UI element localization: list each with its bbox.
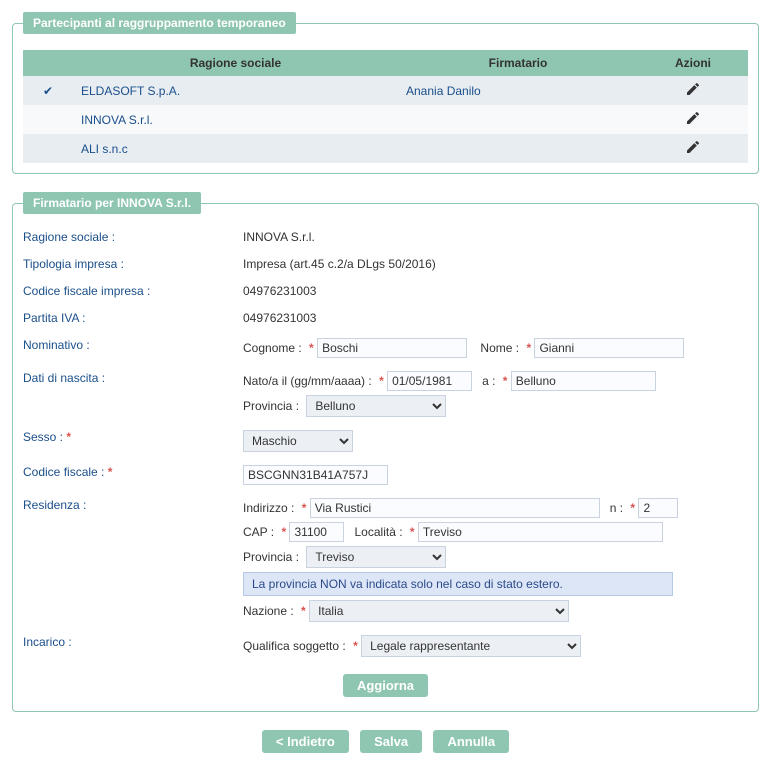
edit-icon[interactable]: [685, 110, 701, 129]
col-ragione: Ragione sociale: [73, 50, 398, 76]
firmatario-legend: Firmatario per INNOVA S.r.l.: [23, 192, 201, 214]
label-nascita: Dati di nascita :: [23, 371, 243, 417]
info-provincia: La provincia NON va indicata solo nel ca…: [243, 572, 673, 596]
row-check: [23, 105, 73, 134]
row-firmatario: [398, 134, 638, 163]
label-nato: Nato/a il (gg/mm/aaaa) :: [243, 374, 372, 388]
row-action[interactable]: [638, 134, 748, 163]
value-ragione-sociale: INNOVA S.r.l.: [243, 230, 748, 244]
label-nazione: Nazione :: [243, 604, 294, 618]
req-asterisk: *: [526, 341, 531, 355]
req-asterisk: *: [379, 374, 384, 388]
salva-button[interactable]: Salva: [360, 730, 422, 753]
select-prov-nascita[interactable]: Belluno: [306, 395, 446, 417]
req-asterisk: *: [301, 604, 306, 618]
participants-legend: Partecipanti al raggruppamento temporane…: [23, 12, 296, 34]
label-localita: Località :: [355, 525, 403, 539]
label-sesso: Sesso :: [23, 430, 63, 444]
row-action[interactable]: [638, 105, 748, 134]
select-qualifica[interactable]: Legale rappresentante: [361, 635, 581, 657]
aggiorna-button[interactable]: Aggiorna: [343, 674, 428, 697]
label-qualifica: Qualifica soggetto :: [243, 639, 346, 653]
label-n: n :: [610, 501, 623, 515]
label-indirizzo: Indirizzo :: [243, 501, 294, 515]
label-incarico: Incarico :: [23, 635, 243, 657]
row-check: ✔: [23, 76, 73, 105]
participants-table: Ragione sociale Firmatario Azioni ✔ ELDA…: [23, 50, 748, 163]
input-cf[interactable]: [243, 465, 388, 485]
req-asterisk: *: [353, 639, 358, 653]
table-row: ALI s.n.c: [23, 134, 748, 163]
label-nome: Nome :: [480, 341, 519, 355]
row-ragione: ELDASOFT S.p.A.: [73, 76, 398, 105]
req-asterisk: *: [108, 465, 113, 479]
col-azioni: Azioni: [638, 50, 748, 76]
table-row: ✔ ELDASOFT S.p.A. Anania Danilo: [23, 76, 748, 105]
select-prov-res[interactable]: Treviso: [306, 546, 446, 568]
input-luogo-nascita[interactable]: [511, 371, 656, 391]
row-action[interactable]: [638, 76, 748, 105]
input-cap[interactable]: [289, 522, 344, 542]
input-nome[interactable]: [534, 338, 684, 358]
value-piva: 04976231003: [243, 311, 748, 325]
participants-fieldset: Partecipanti al raggruppamento temporane…: [12, 12, 759, 174]
input-data-nascita[interactable]: [387, 371, 472, 391]
req-asterisk: *: [630, 501, 635, 515]
input-n[interactable]: [638, 498, 678, 518]
label-tipologia: Tipologia impresa :: [23, 257, 243, 271]
req-asterisk: *: [503, 374, 508, 388]
row-firmatario: [398, 105, 638, 134]
label-cf-impresa: Codice fiscale impresa :: [23, 284, 243, 298]
row-firmatario: Anania Danilo: [398, 76, 638, 105]
select-nazione[interactable]: Italia: [309, 600, 569, 622]
value-tipologia: Impresa (art.45 c.2/a DLgs 50/2016): [243, 257, 748, 271]
req-asterisk: *: [410, 525, 415, 539]
col-firmatario: Firmatario: [398, 50, 638, 76]
row-ragione: INNOVA S.r.l.: [73, 105, 398, 134]
label-residenza: Residenza :: [23, 498, 243, 622]
edit-icon[interactable]: [685, 81, 701, 100]
select-sesso[interactable]: Maschio: [243, 430, 353, 452]
firmatario-fieldset: Firmatario per INNOVA S.r.l. Ragione soc…: [12, 192, 759, 712]
req-asterisk: *: [281, 525, 286, 539]
row-check: [23, 134, 73, 163]
label-cap: CAP :: [243, 525, 274, 539]
label-cf: Codice fiscale :: [23, 465, 104, 479]
input-localita[interactable]: [418, 522, 663, 542]
req-asterisk: *: [66, 430, 71, 444]
edit-icon[interactable]: [685, 139, 701, 158]
req-asterisk: *: [309, 341, 314, 355]
label-prov-res: Provincia :: [243, 550, 299, 564]
req-asterisk: *: [302, 501, 307, 515]
label-prov-nascita: Provincia :: [243, 399, 299, 413]
annulla-button[interactable]: Annulla: [433, 730, 509, 753]
label-ragione-sociale: Ragione sociale :: [23, 230, 243, 244]
table-row: INNOVA S.r.l.: [23, 105, 748, 134]
label-cognome: Cognome :: [243, 341, 302, 355]
label-nominativo: Nominativo :: [23, 338, 243, 358]
indietro-button[interactable]: < Indietro: [262, 730, 349, 753]
label-piva: Partita IVA :: [23, 311, 243, 325]
col-check: [23, 50, 73, 76]
value-cf-impresa: 04976231003: [243, 284, 748, 298]
input-cognome[interactable]: [317, 338, 467, 358]
input-indirizzo[interactable]: [310, 498, 600, 518]
row-ragione: ALI s.n.c: [73, 134, 398, 163]
label-a: a :: [482, 374, 495, 388]
